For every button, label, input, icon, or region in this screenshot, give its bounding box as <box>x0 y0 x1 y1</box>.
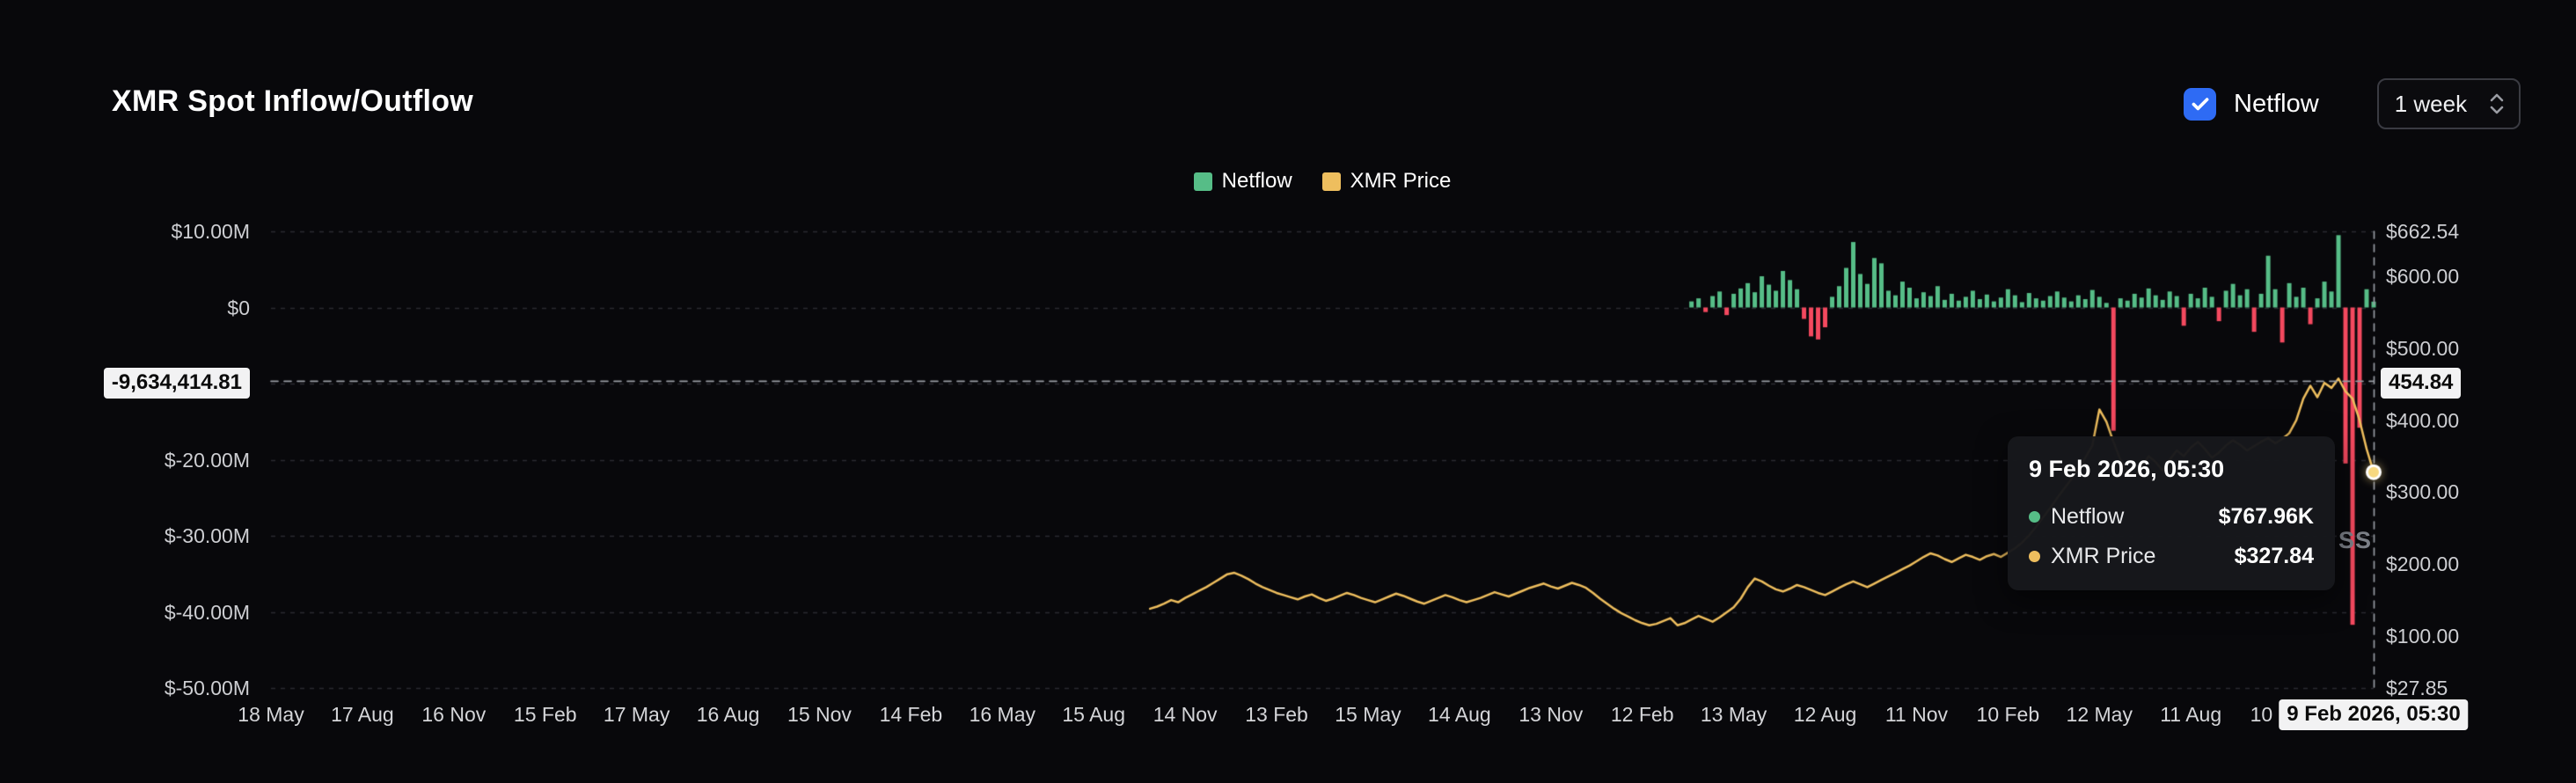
tooltip-date: 9 Feb 2026, 05:30 <box>2029 456 2225 482</box>
tooltip-netflow-value: $767.96K <box>2218 504 2314 529</box>
crosshair-right-value-label: 454.84 <box>2381 368 2462 399</box>
watermark: SS <box>2338 527 2373 553</box>
tooltip-row-netflow: Netflow $767.96K <box>2029 504 2314 530</box>
xmr-price-dot-icon <box>2029 551 2040 562</box>
chart-tooltip: 9 Feb 2026, 05:30 Netflow $767.96K XMR P… <box>2008 436 2335 590</box>
netflow-dot-icon <box>2029 511 2040 523</box>
crosshair-left-value-label: -9,634,414.81 <box>103 368 250 399</box>
crosshair-date-label: 9 Feb 2026, 05:30 <box>2279 699 2469 730</box>
tooltip-xmr-price-value: $327.84 <box>2234 544 2314 568</box>
tooltip-netflow-label: Netflow <box>2051 504 2125 529</box>
tooltip-xmr-price-label: XMR Price <box>2051 544 2156 568</box>
tooltip-row-xmr-price: XMR Price $327.84 <box>2029 544 2314 569</box>
